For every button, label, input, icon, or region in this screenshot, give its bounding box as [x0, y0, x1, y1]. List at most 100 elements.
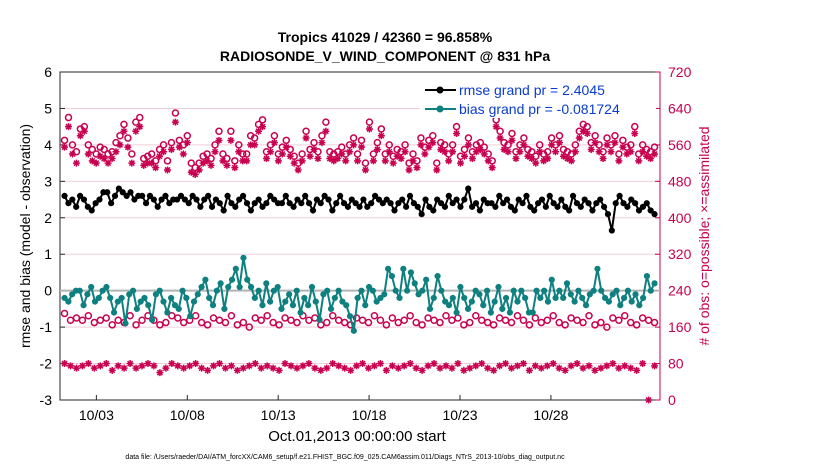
assimilated-low-marker	[72, 364, 80, 372]
rmse-point	[251, 200, 258, 207]
assimilated-low-marker	[651, 362, 659, 370]
bias-point	[449, 294, 456, 302]
assimilated-low-marker	[388, 362, 396, 370]
left-tick-label: -2	[40, 356, 53, 372]
rmse-point	[123, 192, 130, 200]
x-axis-label: Oct.01,2013 00:00:00 start	[268, 428, 446, 445]
assimilated-marker	[599, 155, 607, 163]
bias-point	[179, 287, 186, 294]
assimilated-low-marker	[412, 364, 420, 372]
bias-point	[404, 287, 411, 294]
possible-low-marker	[400, 316, 408, 325]
assimilated-marker	[563, 155, 571, 163]
bias-point	[145, 302, 152, 309]
assimilated-marker	[203, 157, 211, 165]
possible-marker	[254, 120, 263, 129]
rmse-point	[569, 192, 577, 200]
assimilated-marker	[496, 134, 504, 142]
possible-marker	[460, 145, 469, 154]
right-tick-label: 160	[668, 319, 692, 335]
rmse-point	[259, 203, 266, 210]
assimilated-marker	[294, 166, 302, 174]
rmse-point	[247, 207, 254, 214]
x-tick-label: 10/28	[533, 407, 568, 423]
rmse-point	[321, 192, 328, 200]
rmse-point	[205, 192, 212, 200]
possible-marker	[448, 141, 457, 149]
bias-point	[335, 287, 342, 294]
bias-point	[114, 298, 121, 305]
assimilated-marker	[322, 127, 330, 135]
assimilated-marker	[559, 152, 567, 160]
assimilated-marker	[556, 139, 564, 147]
assimilated-marker	[457, 159, 465, 167]
possible-marker	[369, 150, 378, 158]
rmse-point	[348, 196, 355, 203]
assimilated-marker	[120, 127, 128, 135]
possible-low-marker	[382, 321, 391, 329]
rmse-point	[142, 200, 150, 207]
possible-marker	[64, 113, 73, 122]
possible-marker	[353, 150, 362, 158]
assimilated-low-marker	[436, 364, 444, 372]
possible-low-marker	[418, 321, 426, 329]
possible-low-marker	[293, 318, 301, 327]
possible-marker	[211, 141, 219, 149]
bias-point	[107, 294, 114, 302]
possible-low-marker	[328, 311, 337, 320]
assimilated-marker	[231, 164, 239, 172]
right-tick-label: 400	[668, 210, 692, 226]
assimilated-low-marker	[287, 362, 295, 370]
bias-point	[343, 302, 350, 309]
assimilated-low-marker	[418, 366, 426, 374]
assimilated-marker	[639, 148, 647, 156]
possible-marker	[84, 141, 93, 149]
assimilated-low-marker	[221, 364, 229, 372]
bias-point	[297, 309, 304, 316]
bias-point	[567, 291, 574, 298]
rmse-point	[212, 196, 220, 203]
bias-point	[160, 298, 167, 305]
rmse-point	[154, 203, 161, 210]
possible-low-marker	[650, 318, 659, 327]
rmse-point	[364, 203, 371, 210]
assimilated-low-marker	[430, 360, 438, 368]
assimilated-low-marker	[543, 362, 551, 370]
assimilated-low-marker	[335, 362, 343, 370]
bias-point	[582, 302, 590, 309]
possible-low-marker	[263, 311, 271, 320]
assimilated-low-marker	[496, 362, 504, 370]
bias-point	[141, 294, 148, 302]
bias-point	[388, 272, 396, 280]
rmse-point	[441, 203, 449, 210]
rmse-point	[158, 196, 165, 203]
right-tick-label: 640	[668, 100, 692, 116]
rmse-point	[224, 192, 231, 200]
rmse-point	[418, 211, 425, 218]
rmse-point	[496, 192, 503, 200]
bias-point	[209, 302, 217, 309]
assimilated-low-marker	[239, 364, 247, 372]
rmse-point	[162, 192, 169, 200]
bias-point	[499, 305, 506, 312]
bias-point	[190, 298, 198, 305]
rmse-point	[546, 192, 553, 200]
assimilated-marker	[207, 161, 215, 169]
bias-point	[392, 287, 399, 294]
assimilated-marker	[334, 155, 342, 163]
possible-marker	[298, 150, 306, 158]
possible-low-marker	[376, 316, 385, 325]
assimilated-low-marker	[341, 364, 349, 372]
assimilated-low-marker	[168, 360, 176, 368]
assimilated-low-marker	[102, 360, 110, 368]
possible-low-marker	[162, 318, 170, 327]
possible-marker	[124, 134, 132, 142]
assimilated-marker	[156, 152, 164, 160]
bias-point	[308, 283, 316, 291]
assimilated-marker	[104, 159, 112, 167]
possible-marker	[520, 134, 528, 142]
bias-point	[198, 283, 205, 291]
possible-low-marker	[466, 318, 474, 327]
assimilated-low-marker	[537, 364, 545, 372]
bias-point	[464, 305, 472, 312]
